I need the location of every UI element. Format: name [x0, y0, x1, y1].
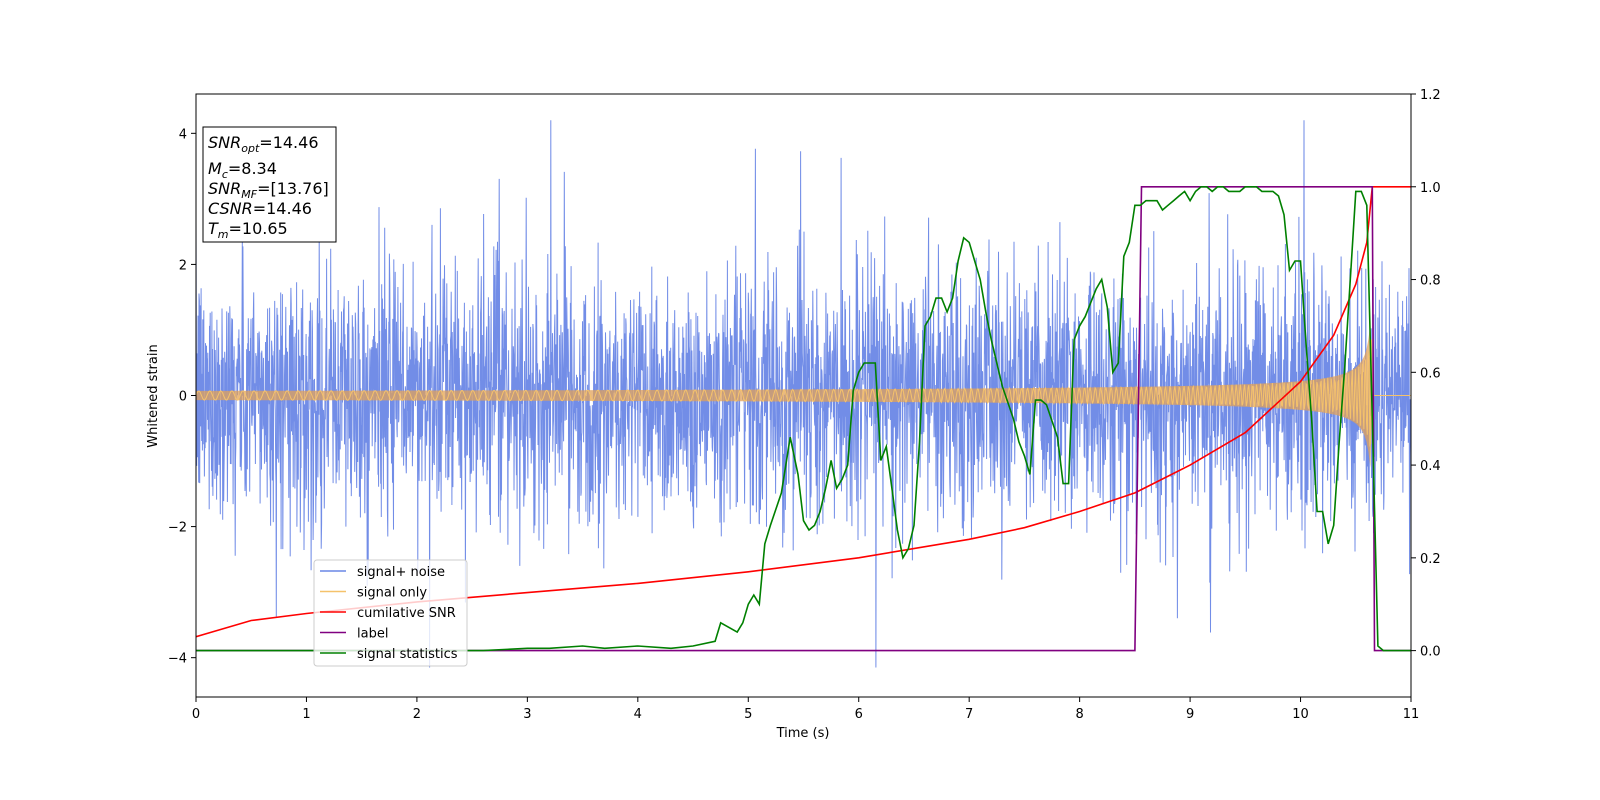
legend-label: label	[357, 627, 388, 642]
y-tick-label-left: 2	[179, 258, 187, 273]
annotation-row: Mc=8.34	[208, 159, 277, 181]
y-tick-label-right: 1.0	[1420, 181, 1441, 196]
y-axis-label: Whitened strain	[146, 344, 161, 447]
x-tick-label: 10	[1292, 707, 1309, 722]
signal-only-line	[196, 339, 1373, 447]
annotation-value: =8.34	[228, 159, 277, 178]
signal-plus-noise-line	[196, 120, 1411, 668]
x-tick-label: 7	[965, 707, 973, 722]
x-tick-label: 3	[523, 707, 531, 722]
annotation-value: =14.46	[253, 199, 312, 218]
legend-box	[313, 559, 468, 667]
x-tick-label: 11	[1403, 707, 1420, 722]
annotation-value: =10.65	[229, 219, 288, 238]
annotation-subscript: c	[222, 168, 228, 181]
annotation-symbol: CSNR	[208, 199, 253, 218]
annotation-subscript: m	[218, 228, 229, 241]
legend-label: signal only	[357, 586, 427, 601]
annotation-symbol: SNR	[208, 133, 241, 152]
y-tick-label-left: −4	[168, 652, 187, 667]
y-tick-label-right: 0.4	[1420, 459, 1441, 474]
annotation-row: SNRopt=14.46	[208, 133, 319, 155]
y-tick-label-right: 0.8	[1420, 274, 1441, 289]
x-tick-label: 6	[855, 707, 863, 722]
legend-label: signal+ noise	[357, 565, 445, 580]
x-tick-label: 2	[413, 707, 421, 722]
x-tick-label: 1	[302, 707, 310, 722]
y-tick-label-right: 1.2	[1420, 88, 1441, 103]
legend-label: signal statistics	[357, 647, 458, 662]
legend-label: cumilative SNR	[357, 606, 456, 621]
annotation-symbol: T	[208, 219, 219, 238]
y-tick-label-right: 0.6	[1420, 366, 1441, 381]
y-tick-label-left: −2	[168, 521, 187, 536]
legend: signal+ noise signal only cumilative SNR la…	[313, 559, 468, 667]
x-tick-label: 8	[1075, 707, 1083, 722]
annotation-subscript: MF	[241, 188, 257, 201]
annotation-row: SNRMF=[13.76]	[208, 179, 329, 201]
y-tick-label-left: 4	[179, 127, 187, 142]
y-tick-label-right: 0.0	[1420, 645, 1441, 660]
annotation-box	[202, 126, 337, 243]
annotation-value: =[13.76]	[257, 179, 329, 198]
signal-plus-noise-series	[196, 120, 1411, 668]
x-tick-label: 4	[634, 707, 642, 722]
y-tick-label-right: 0.2	[1420, 552, 1441, 567]
annotation-row: Tm=10.65	[208, 219, 288, 241]
annotation-row: CSNR=14.46	[208, 199, 312, 218]
x-axis-label: Time (s)	[776, 726, 830, 741]
annotation-symbol: SNR	[208, 179, 241, 198]
annotation-value: =14.46	[259, 133, 318, 152]
signal-only-series	[196, 323, 1411, 468]
annotation-subscript: opt	[241, 142, 260, 155]
signal-statistics-line	[196, 186, 1411, 652]
x-tick-label: 9	[1186, 707, 1194, 722]
y-tick-label-left: 0	[179, 390, 187, 405]
annotation-symbol: M	[208, 159, 222, 178]
stats-annotation: SNRopt=14.46Mc=8.34SNRMF=[13.76]CSNR=14.…	[202, 126, 337, 243]
x-tick-label: 0	[192, 707, 200, 722]
x-tick-label: 5	[744, 707, 752, 722]
signal-only-envelope	[196, 323, 1373, 468]
